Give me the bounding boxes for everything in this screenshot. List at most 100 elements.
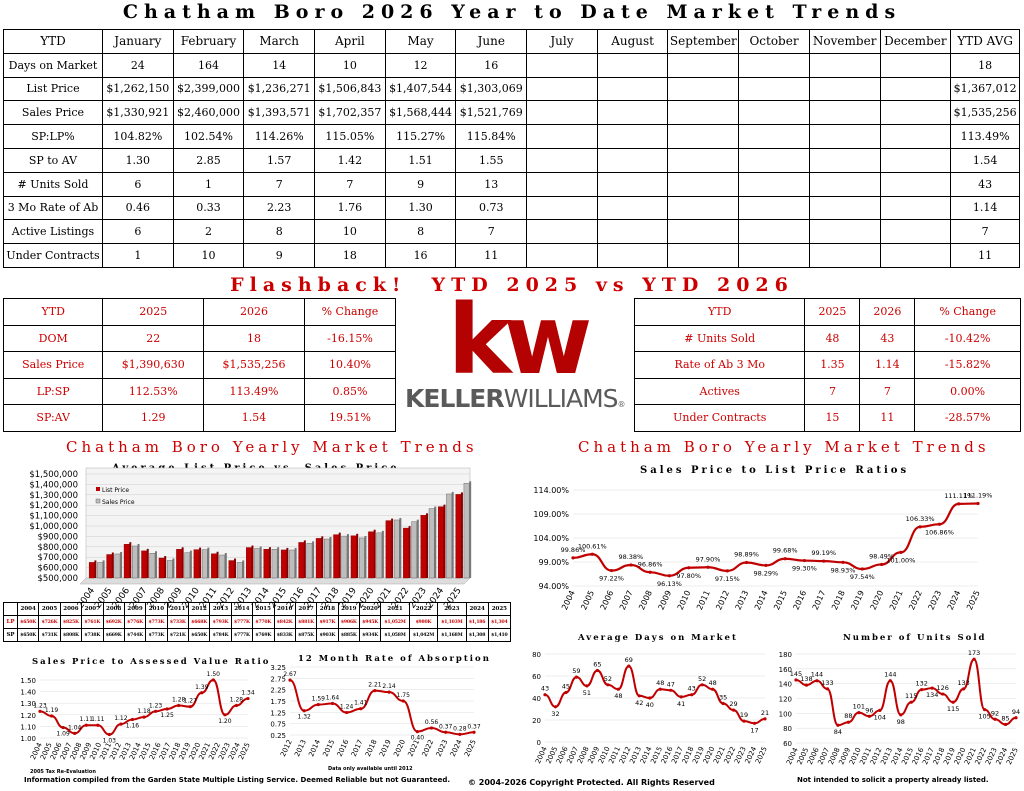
ytd-cell: 113.49% bbox=[950, 124, 1020, 149]
data-label: 98.29% bbox=[753, 569, 778, 577]
bar-list-price bbox=[350, 535, 357, 579]
data-label: 97.54% bbox=[850, 573, 875, 581]
bar-list-price-side bbox=[373, 529, 376, 578]
data-label: 2.67 bbox=[283, 671, 297, 678]
ytd-cell: 114.26% bbox=[243, 124, 316, 149]
lp-sp-table-cell: $1,103M bbox=[437, 615, 467, 629]
footer-left: Information compiled from the Garden Sta… bbox=[24, 776, 451, 784]
ytd-cell: 1.76 bbox=[314, 195, 386, 221]
y-tick-label: 140 bbox=[779, 681, 792, 689]
ytd-cell: 13 bbox=[455, 171, 528, 197]
data-point bbox=[130, 717, 135, 722]
flash-row-label: Under Contracts bbox=[633, 404, 806, 432]
data-label: 1.11 bbox=[91, 716, 105, 723]
data-point bbox=[752, 721, 757, 725]
x-tick-label: 2014 bbox=[753, 589, 770, 611]
flash-cell: 113.49% bbox=[203, 377, 305, 405]
lp-sp-table-cell: $738K bbox=[81, 628, 104, 642]
flash-cell: 0.00% bbox=[914, 377, 1021, 405]
bar-sales-price-side bbox=[207, 547, 210, 578]
data-point bbox=[119, 722, 123, 726]
y-tick-label: 1.75 bbox=[270, 698, 286, 706]
ytd-cell: 8 bbox=[243, 219, 316, 245]
y-tick-label: $1,200,000 bbox=[29, 501, 78, 511]
data-point bbox=[234, 703, 239, 708]
data-point bbox=[982, 708, 987, 712]
bar-sales-price-side bbox=[451, 491, 454, 578]
keller-williams-logo: kw KELLERWILLIAMS® bbox=[402, 292, 632, 418]
flash-header-cell: % Change bbox=[303, 298, 397, 326]
data-point bbox=[302, 709, 306, 713]
data-label: 48 bbox=[614, 692, 622, 700]
y-tick-label: 1.00 bbox=[20, 735, 36, 743]
lp-sp-table-year: 2017 bbox=[294, 602, 318, 616]
ytd-cell bbox=[667, 100, 740, 126]
ytd-cell bbox=[596, 124, 669, 149]
x-tick-label: 2024 bbox=[449, 738, 464, 758]
bar-list-price bbox=[106, 554, 113, 579]
ytd-cell bbox=[808, 219, 881, 245]
bar-list-price-side bbox=[356, 533, 359, 578]
data-point bbox=[764, 563, 768, 568]
bar-list-price bbox=[438, 506, 444, 579]
ytd-cell bbox=[526, 76, 598, 102]
data-label: 106.33% bbox=[906, 515, 935, 523]
bar-list-price bbox=[123, 543, 130, 579]
lp-sp-table-cell: $650K bbox=[16, 615, 40, 629]
data-label: 99.30% bbox=[792, 565, 817, 573]
ytd-cell bbox=[667, 147, 740, 173]
ytd-cell bbox=[667, 243, 740, 268]
flash-cell: 48 bbox=[804, 324, 861, 352]
spav-line-chart: 1.001.101.201.301.401.502004200520062007… bbox=[20, 671, 254, 761]
splp-title: Sales Price to List Price Ratios bbox=[640, 465, 910, 476]
bar-list-price bbox=[420, 515, 427, 579]
flash-cell: 22 bbox=[102, 324, 205, 352]
data-label: 2.14 bbox=[382, 683, 396, 690]
flash-row-label: Rate of Ab 3 Mo bbox=[633, 351, 806, 379]
flash-header-cell: % Change bbox=[914, 298, 1021, 326]
lp-sp-table-cell: $650K bbox=[187, 628, 211, 642]
bar-list-price bbox=[88, 562, 95, 579]
data-label: 1.11 bbox=[80, 716, 94, 723]
data-point bbox=[629, 563, 633, 567]
lp-sp-table-cell: $906K bbox=[337, 615, 361, 629]
lp-sp-table-cell: $721K bbox=[166, 628, 190, 642]
ytd-cell bbox=[738, 147, 810, 173]
ytd-row-label: # Units Sold bbox=[3, 171, 103, 197]
bar-sales-price bbox=[411, 521, 417, 579]
bar-list-price-side bbox=[129, 542, 132, 578]
bar-sales-price-side bbox=[469, 481, 472, 578]
ytd-cell: 1 bbox=[172, 171, 245, 197]
flash-cell: 18 bbox=[203, 324, 305, 352]
flash-cell: -15.82% bbox=[914, 351, 1021, 379]
y-tick-label: $900,000 bbox=[37, 532, 78, 542]
lp-sp-table-year: 2011 bbox=[166, 602, 190, 616]
data-label: 133 bbox=[957, 679, 969, 687]
data-label: 1.59 bbox=[312, 696, 326, 703]
bar-sales-price bbox=[236, 562, 243, 579]
bar-list-price-side bbox=[111, 552, 114, 578]
ytd-cell: 2 bbox=[172, 219, 245, 245]
data-label: 17 bbox=[750, 726, 758, 734]
ytd-cell: 7 bbox=[950, 219, 1020, 245]
data-point bbox=[38, 709, 42, 713]
flashback-right-table: YTD 2025 2026% Change # Units Sold 48 43 -10.4… bbox=[633, 298, 1021, 432]
ytd-row-label: SP:LP% bbox=[3, 124, 103, 149]
lp-sp-table-cell: $669K bbox=[102, 628, 125, 642]
data-label: 145 bbox=[790, 670, 802, 678]
bar-sales-price bbox=[446, 493, 452, 579]
flash-row-label: Sales Price bbox=[2, 351, 104, 379]
ytd-cell: 43 bbox=[950, 171, 1020, 197]
data-point bbox=[930, 686, 934, 690]
data-label: 43 bbox=[688, 685, 696, 693]
bar-list-price-side bbox=[94, 560, 97, 578]
data-point bbox=[61, 725, 65, 730]
lp-sp-table-year: 2010 bbox=[145, 602, 168, 616]
bar-list-price bbox=[263, 548, 270, 579]
ytd-cell bbox=[879, 76, 952, 102]
lp-sp-table-cell: $668K bbox=[187, 615, 211, 629]
y-tick-label: $800,000 bbox=[37, 543, 78, 553]
ytd-cell: $1,367,012 bbox=[950, 76, 1020, 102]
data-point bbox=[836, 723, 840, 727]
splp-line-chart: 94.00%99.00%104.00%109.00%114.00%2004 200… bbox=[533, 486, 992, 611]
